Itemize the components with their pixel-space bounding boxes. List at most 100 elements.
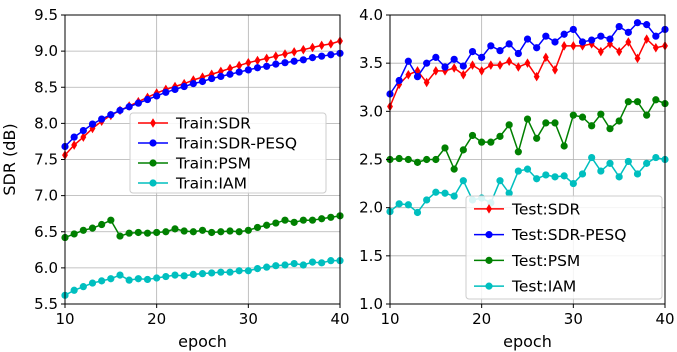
data-point-16	[533, 175, 541, 183]
data-point-7	[125, 276, 133, 284]
data-point-10	[478, 53, 486, 61]
data-point-28	[318, 40, 325, 51]
data-point-25	[290, 57, 298, 65]
data-point-2	[79, 283, 87, 291]
data-point-2	[79, 226, 87, 234]
data-point-14	[189, 80, 197, 88]
data-point-18	[551, 38, 559, 46]
data-point-15	[198, 270, 207, 278]
y-tick-label: 3.0	[359, 102, 383, 120]
data-point-23	[597, 167, 605, 175]
data-point-20	[569, 179, 577, 188]
data-point-24	[606, 159, 614, 167]
data-point-17	[542, 32, 550, 40]
data-point-1	[71, 140, 78, 150]
data-point-11	[487, 60, 494, 70]
data-point-7	[125, 229, 133, 237]
data-point-19	[560, 172, 568, 180]
data-point-4	[98, 277, 106, 285]
y-tick-label: 6.0	[34, 259, 58, 277]
data-point-17	[542, 52, 549, 63]
data-point-2	[80, 132, 87, 142]
data-point-11	[162, 272, 170, 281]
data-point-15	[524, 58, 531, 68]
data-point-7	[125, 103, 133, 111]
data-point-27	[308, 54, 317, 62]
data-point-5	[432, 155, 440, 164]
legend-box	[129, 112, 327, 194]
data-point-3	[88, 120, 97, 128]
data-point-21	[578, 113, 587, 121]
data-point-10	[478, 138, 486, 146]
data-point-2	[404, 57, 412, 65]
data-point-14	[189, 270, 197, 278]
legend-label: Test:IAM	[511, 278, 576, 296]
y-tick-label: 6.5	[34, 223, 58, 241]
data-point-19	[561, 41, 568, 51]
data-point-26	[300, 44, 307, 55]
legend-label: Test:SDR-PESQ	[511, 226, 626, 244]
data-point-23	[272, 51, 279, 61]
data-point-24	[606, 35, 614, 43]
data-point-8	[134, 228, 142, 237]
data-point-29	[327, 257, 335, 265]
data-point-25	[615, 117, 623, 125]
data-point-7	[451, 63, 458, 73]
data-point-21	[578, 38, 587, 46]
data-point-16	[533, 134, 541, 142]
data-point-9	[143, 95, 152, 104]
legend-item: Train:IAM	[138, 175, 247, 193]
data-point-17	[542, 119, 550, 127]
data-point-17	[217, 72, 225, 81]
data-point-26	[624, 157, 632, 166]
legend: Test:SDR Test:SDR-PESQ Test:PSM Test:IAM	[465, 195, 663, 300]
y-tick-label: 5.5	[34, 295, 58, 313]
data-point-2	[79, 127, 87, 135]
data-point-26	[625, 37, 632, 47]
series-line	[64, 215, 341, 239]
data-point-14	[515, 62, 522, 72]
y-tick-label: 7.0	[34, 187, 58, 205]
x-axis-label: epoch	[503, 332, 552, 351]
data-point-3	[88, 224, 97, 232]
series-line	[389, 38, 666, 107]
data-point-27	[633, 170, 642, 178]
data-point-8	[459, 146, 467, 154]
data-point-27	[308, 258, 317, 266]
data-point-1	[395, 154, 403, 163]
data-point-legend	[149, 159, 157, 167]
data-point-3	[413, 208, 422, 217]
x-tick-label: 10	[55, 310, 74, 328]
series-test-sdr	[387, 34, 668, 112]
data-point-6	[116, 232, 124, 240]
legend-item: Train:SDR	[138, 115, 251, 133]
data-point-29	[327, 39, 334, 49]
data-point-22	[263, 62, 271, 70]
data-point-6	[116, 106, 124, 114]
x-tick-label: 40	[655, 310, 674, 328]
data-point-5	[432, 66, 439, 76]
data-point-20	[244, 66, 252, 74]
data-point-29	[652, 32, 660, 40]
data-point-5	[107, 216, 115, 224]
data-point-10	[478, 66, 485, 76]
data-point-28	[643, 21, 651, 29]
data-point-1	[70, 286, 78, 294]
data-point-12	[496, 132, 504, 140]
data-point-13	[505, 121, 513, 129]
y-tick-label: 4.0	[359, 6, 383, 24]
data-point-6	[441, 63, 449, 71]
data-point-28	[318, 52, 326, 60]
chart-right: 10 20 30 40 1.0 1.5 2.0 2.5 3.0 3.5 4.0 epoch Test:S…	[359, 6, 674, 351]
data-point-25	[291, 47, 298, 57]
data-point-6	[116, 271, 124, 279]
data-point-8	[134, 99, 142, 107]
data-point-4	[98, 220, 106, 229]
data-point-19	[235, 267, 243, 275]
y-tick-label: 2.0	[359, 199, 383, 217]
x-tick-label: 20	[147, 310, 166, 328]
data-point-18	[551, 173, 559, 181]
data-point-13	[505, 40, 513, 48]
data-point-20	[570, 41, 577, 51]
data-point-27	[633, 19, 642, 27]
